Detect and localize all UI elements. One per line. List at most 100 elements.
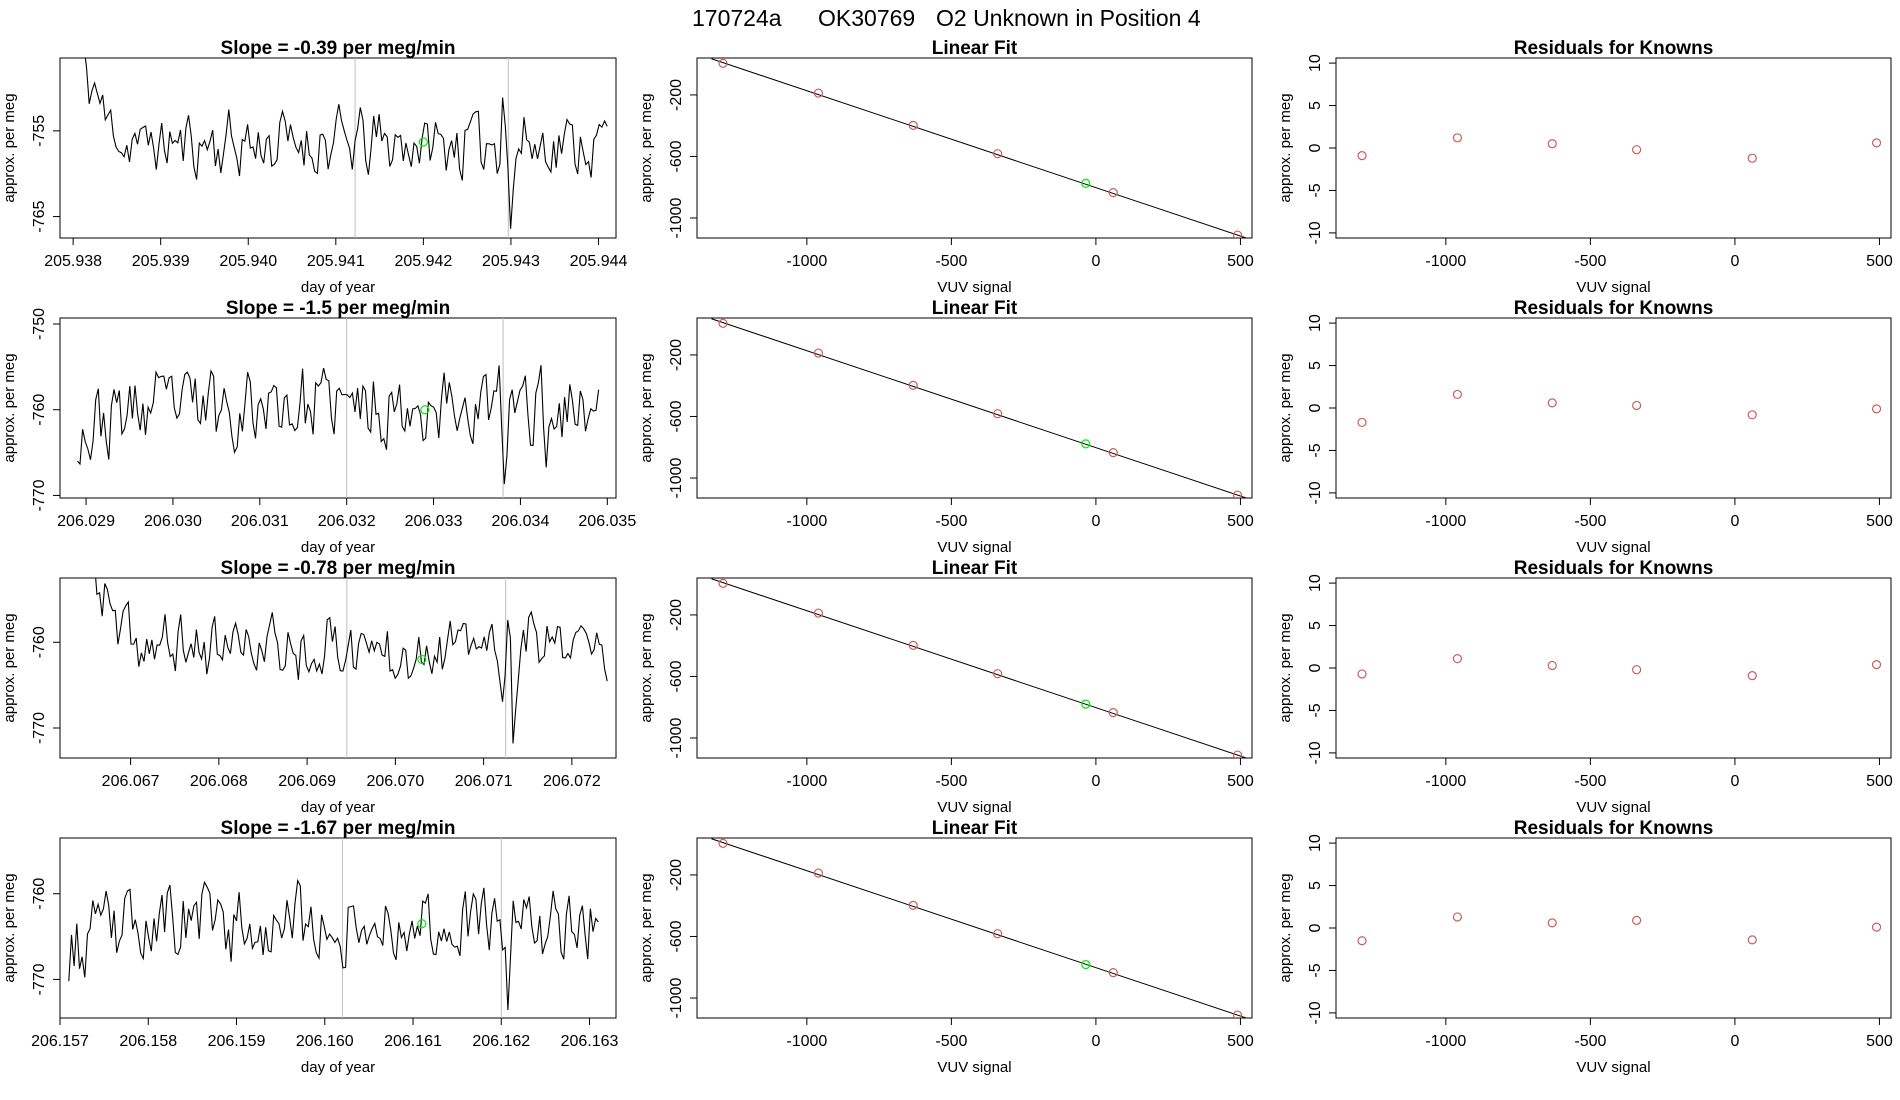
y-tick-label: -200 [668, 339, 685, 371]
x-axis-label: VUV signal [1576, 1059, 1650, 1076]
known-point [1232, 1010, 1243, 1018]
y-tick-label: 5 [1307, 621, 1324, 630]
y-axis-label: approx. per meg [1277, 353, 1294, 462]
x-tick-label: -1000 [786, 513, 827, 530]
known-point [908, 380, 918, 390]
linear-fit-panel-row-2: Linear Fit VUV signal approx. per meg -1000… [638, 298, 1254, 556]
plot-frame [1335, 57, 1892, 239]
residuals-panel-row-2: Residuals for Knowns VUV signal approx. pe… [1277, 298, 1893, 556]
unknown-marker-point [420, 405, 430, 415]
x-tick-label: -500 [935, 513, 967, 530]
x-axis-label: VUV signal [937, 279, 1011, 296]
residuals-panel-row-3: Residuals for Knowns VUV signal approx. pe… [1277, 558, 1893, 816]
known-point [813, 88, 824, 98]
x-tick-label: 205.942 [394, 253, 452, 270]
fit-line [711, 58, 1247, 238]
residual-point [1547, 139, 1557, 149]
x-tick-label: -500 [1574, 773, 1606, 790]
panel-title: Residuals for Knowns [1514, 298, 1714, 319]
x-tick-label: 206.030 [144, 513, 202, 530]
y-tick-label: -5 [1307, 443, 1324, 457]
residual-point [1632, 915, 1642, 925]
y-axis-label: approx. per meg [1, 613, 18, 722]
unknown-point [1081, 960, 1091, 970]
x-tick-label: 0 [1091, 513, 1100, 530]
x-tick-label: 500 [1227, 513, 1254, 530]
x-tick-label: -1000 [786, 1033, 827, 1050]
y-tick-label: 10 [1307, 574, 1324, 592]
known-point [1232, 750, 1243, 758]
x-tick-label: 206.163 [561, 1033, 619, 1050]
fit-line [711, 838, 1247, 1018]
y-axis-label: approx. per meg [1277, 873, 1294, 982]
residual-point [1871, 404, 1882, 414]
x-tick-label: -500 [935, 773, 967, 790]
x-axis-label: day of year [301, 1059, 375, 1076]
y-tick-label: 0 [1307, 663, 1324, 672]
x-tick-label: 500 [1227, 253, 1254, 270]
x-tick-label: -500 [1574, 513, 1606, 530]
panel-title: Linear Fit [932, 298, 1018, 319]
y-tick-label: 10 [1307, 834, 1324, 852]
known-point [993, 409, 1003, 419]
panel-title: Linear Fit [932, 818, 1018, 839]
x-axis-label: VUV signal [937, 1059, 1011, 1076]
known-point [718, 318, 728, 328]
x-tick-label: 205.940 [219, 253, 277, 270]
x-tick-label: 206.031 [231, 513, 289, 530]
y-tick-label: -10 [1307, 221, 1324, 244]
known-point [1232, 230, 1243, 238]
x-tick-label: 0 [1091, 1033, 1100, 1050]
residual-point [1357, 151, 1367, 161]
residual-point [1632, 665, 1642, 675]
linear-fit-panel-row-3: Linear Fit VUV signal approx. per meg -1000… [638, 558, 1254, 816]
x-tick-label: 206.029 [57, 513, 115, 530]
y-tick-label: -760 [31, 878, 48, 910]
known-point [1108, 188, 1118, 198]
known-point [993, 669, 1003, 679]
y-tick-label: -1000 [668, 977, 685, 1018]
y-tick-label: -600 [668, 400, 685, 432]
residual-point [1871, 138, 1882, 148]
x-tick-label: 0 [1730, 1033, 1739, 1050]
signal-trace-line [68, 878, 599, 1011]
y-tick-label: -5 [1307, 183, 1324, 197]
y-tick-label: 10 [1307, 314, 1324, 332]
figure-title-description: O2 Unknown in Position 4 [936, 5, 1201, 31]
x-tick-label: 0 [1730, 253, 1739, 270]
y-tick-label: 5 [1307, 101, 1324, 110]
y-tick-label: -770 [31, 479, 48, 511]
residual-point [1547, 398, 1557, 408]
unknown-marker-point [417, 654, 427, 665]
known-point [908, 640, 918, 650]
x-tick-label: -1000 [1425, 1033, 1466, 1050]
residual-point [1452, 654, 1463, 664]
known-point [718, 838, 728, 848]
panel-title: Slope = -1.5 per meg/min [226, 298, 450, 319]
known-point [908, 900, 918, 910]
x-tick-label: 205.939 [132, 253, 190, 270]
residual-point [1547, 660, 1557, 671]
residual-point [1357, 417, 1367, 428]
y-axis-label: approx. per meg [1277, 93, 1294, 202]
unknown-point [1081, 699, 1091, 709]
panel-title: Residuals for Knowns [1514, 558, 1714, 579]
x-tick-label: 206.160 [296, 1033, 354, 1050]
y-tick-label: -10 [1307, 481, 1324, 504]
y-axis-label: approx. per meg [638, 93, 655, 202]
x-tick-label: -1000 [1425, 773, 1466, 790]
panel-title: Linear Fit [932, 558, 1018, 579]
known-point [1232, 490, 1243, 498]
fit-line [711, 578, 1247, 758]
x-tick-label: 500 [1227, 773, 1254, 790]
x-tick-label: 206.033 [405, 513, 463, 530]
known-point [813, 608, 824, 618]
y-tick-label: -1000 [668, 457, 685, 498]
x-tick-label: -500 [935, 1033, 967, 1050]
known-point [993, 149, 1003, 159]
y-tick-label: -200 [668, 79, 685, 111]
y-tick-label: 0 [1307, 143, 1324, 152]
residual-point [1747, 671, 1757, 681]
x-tick-label: 206.072 [543, 773, 601, 790]
